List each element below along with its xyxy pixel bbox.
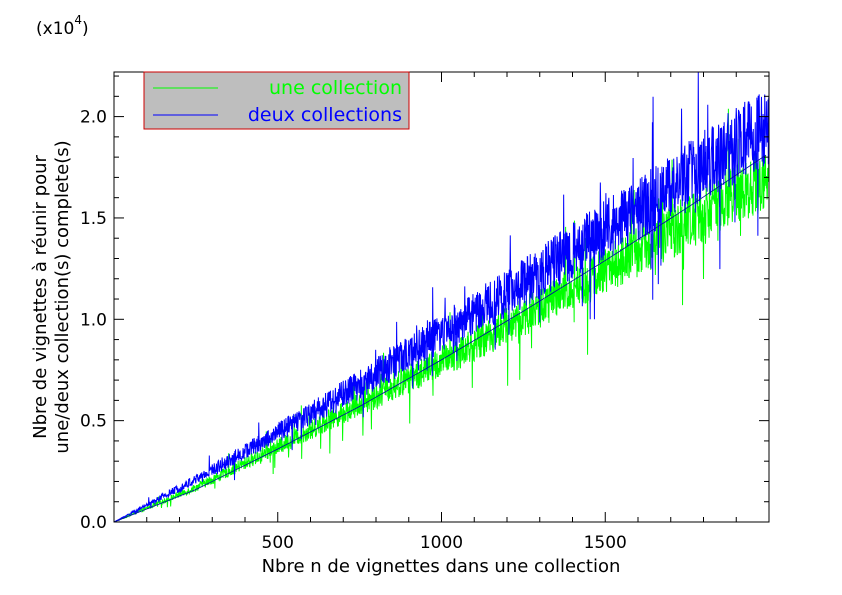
x-tick-label: 1500 — [584, 533, 627, 553]
ticks-layer: 500 1000 1500 0.0 0.5 1.0 1.5 2.0 — [80, 72, 769, 553]
y-multiplier-base: (x10 — [36, 19, 74, 39]
y-tick-label: 1.0 — [80, 310, 107, 330]
x-tick-label: 1000 — [420, 533, 463, 553]
x-tick-label: 500 — [262, 533, 294, 553]
y-axis-title-line1: Nbre de vignettes à réunir pour — [30, 155, 51, 439]
series-line-deux-collections — [114, 71, 770, 523]
legend: une collection deux collections — [143, 71, 410, 130]
y-tick-label: 1.5 — [80, 209, 107, 229]
y-multiplier-label: (x104) — [36, 13, 89, 39]
x-axis-title: Nbre n de vignettes dans une collection — [262, 556, 621, 577]
plot-frame — [113, 71, 770, 523]
series-line-smooth-trend — [114, 154, 767, 523]
y-axis-title-line2: une/deux collection(s) complete(s) — [52, 140, 73, 453]
y-multiplier-exponent: 4 — [74, 13, 82, 27]
series-layer — [114, 71, 770, 523]
y-tick-label: 0.5 — [80, 412, 107, 432]
y-tick-label: 2.0 — [80, 108, 107, 128]
y-multiplier-close: ) — [82, 19, 89, 39]
series-line-une-collection — [114, 108, 770, 523]
y-tick-label: 0.0 — [80, 513, 107, 533]
legend-label-une-collection: une collection — [269, 77, 402, 99]
legend-label-deux-collections: deux collections — [248, 104, 402, 126]
legend-box — [143, 71, 410, 130]
